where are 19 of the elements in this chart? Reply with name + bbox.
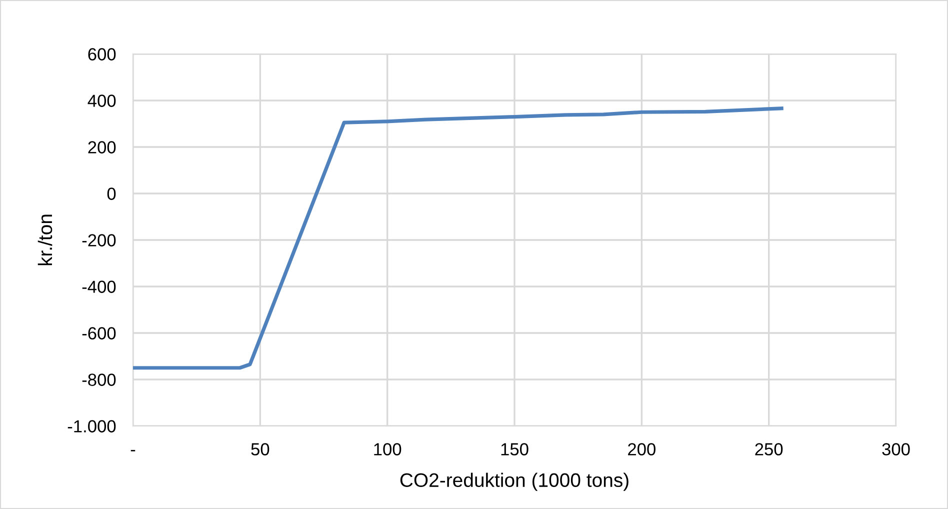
y-tick-label: -800 [82, 374, 116, 386]
line-series [133, 106, 784, 370]
x-tick-label: 250 [755, 443, 783, 456]
y-tick-label: -400 [82, 280, 116, 293]
x-tick-label: - [130, 450, 136, 452]
y-tick-label: -1.000 [68, 420, 116, 432]
x-tick-label: 300 [882, 443, 910, 456]
y-axis-title: kr./ton [38, 214, 52, 266]
y-tick-label: -600 [82, 327, 116, 340]
y-tick-label: 600 [88, 48, 116, 60]
x-tick-label: 150 [501, 443, 528, 456]
x-tick-label: 200 [628, 443, 656, 456]
y-tick-label: 400 [88, 94, 116, 107]
x-axis-title: CO2-reduktion (1000 tons) [400, 472, 628, 491]
x-tick-label: 100 [374, 443, 402, 456]
y-tick-label: 0 [107, 188, 116, 200]
y-tick-label: 200 [88, 141, 116, 154]
x-tick-label: 50 [251, 443, 270, 456]
y-tick-label: -200 [82, 234, 116, 246]
